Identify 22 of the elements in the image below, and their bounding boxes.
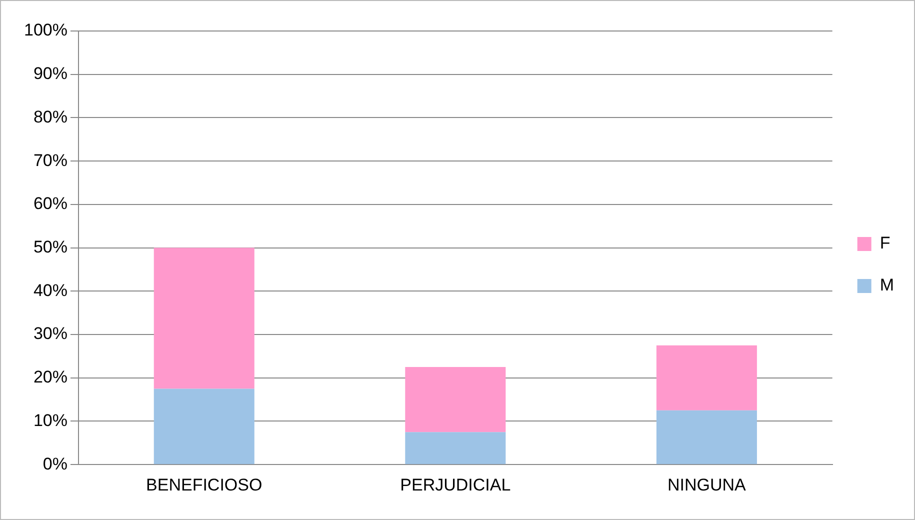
x-tick-label: NINGUNA xyxy=(667,475,747,494)
y-tick-label: 20% xyxy=(33,368,68,387)
y-tick-label: 0% xyxy=(42,454,68,474)
y-tick-label: 90% xyxy=(33,64,68,84)
y-tick-label: 100% xyxy=(24,20,68,40)
bar xyxy=(154,388,254,464)
bar xyxy=(656,410,757,464)
y-tick-label: 30% xyxy=(33,324,68,344)
y-tick-label: 40% xyxy=(33,280,68,300)
x-tick-label: BENEFICIOSO xyxy=(146,475,262,494)
y-tick-label: 70% xyxy=(33,150,68,170)
legend-label: M xyxy=(880,276,894,295)
legend-label: F xyxy=(880,234,890,253)
y-tick-label: 10% xyxy=(33,410,68,430)
x-tick-label: PERJUDICIAL xyxy=(400,475,511,494)
y-tick-label: 60% xyxy=(33,194,68,214)
bar xyxy=(405,367,506,432)
y-tick-label: 80% xyxy=(33,107,68,126)
bar xyxy=(656,345,757,410)
y-tick-label: 50% xyxy=(33,237,68,256)
bar xyxy=(405,432,506,464)
bar xyxy=(154,248,254,389)
